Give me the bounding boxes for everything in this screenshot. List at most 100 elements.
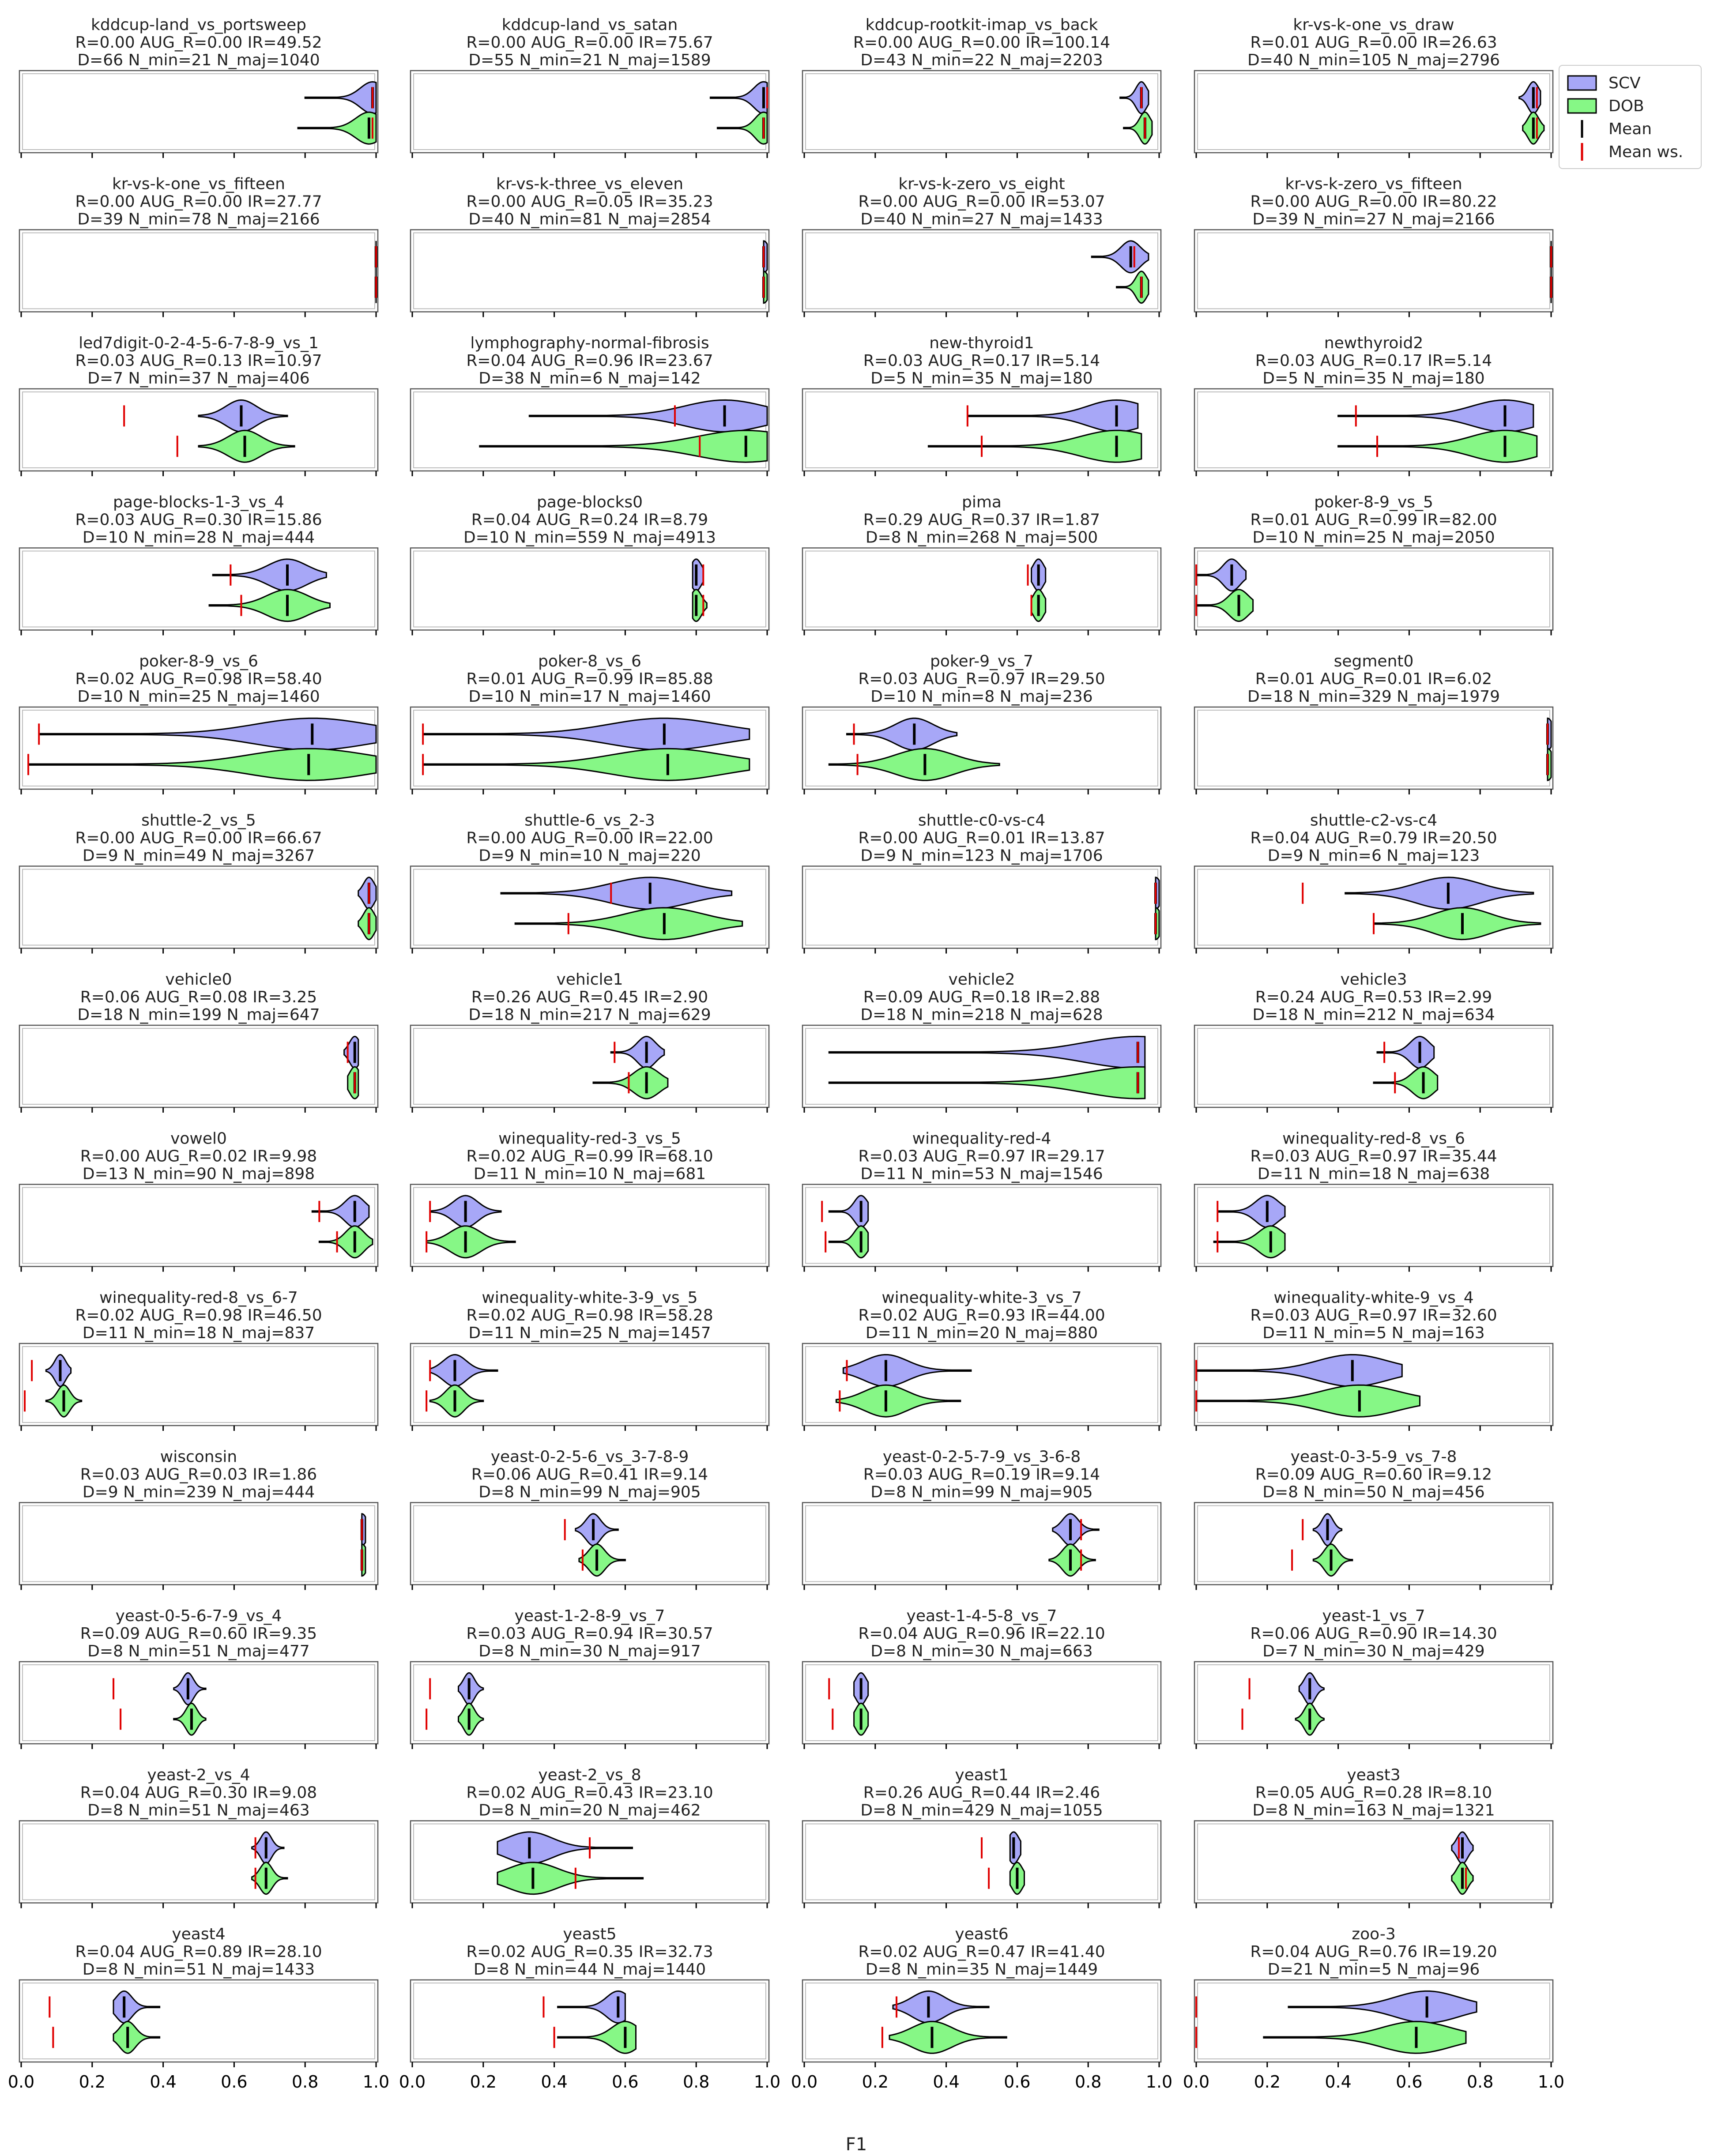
violin-scv [212, 558, 327, 592]
panel-title: vehicle1 [556, 971, 623, 989]
violin-scv [358, 877, 377, 910]
legend-label: DOB [1609, 97, 1644, 115]
x-tick-label: 0.6 [221, 2072, 247, 2092]
panel-title: shuttle-6_vs_2-3 [524, 812, 655, 830]
panel-dims: D=18 N_min=199 N_maj=647 [77, 1006, 320, 1024]
panel-inner-frame [22, 1505, 375, 1582]
panel-stats: R=0.00 AUG_R=0.00 IR=80.22 [1250, 193, 1497, 211]
panel-inner-frame [1197, 1983, 1550, 2059]
panel-dims: D=55 N_min=21 N_maj=1589 [468, 51, 711, 69]
x-tick-label: 0.0 [791, 2072, 817, 2092]
panel-frame [1194, 547, 1554, 631]
panel-title: wisconsin [160, 1448, 237, 1466]
panel-title: winequality-white-3-9_vs_5 [482, 1289, 697, 1307]
panel-inner-frame [805, 1983, 1158, 2059]
panel-inner-frame [22, 1028, 375, 1105]
panel-dims: D=8 N_min=268 N_maj=500 [866, 529, 1098, 547]
panel-frame [410, 1979, 770, 2063]
panel-title: yeast-0-2-5-7-9_vs_3-6-8 [883, 1448, 1081, 1466]
violin-scv [709, 81, 768, 114]
panel-dims: D=10 N_min=8 N_maj=236 [870, 688, 1092, 706]
panel-frame [410, 229, 770, 312]
panel-inner-frame [805, 391, 1158, 468]
panel-title: kr-vs-k-three_vs_eleven [496, 175, 683, 193]
violin-dob [716, 111, 768, 145]
panel-inner-frame [805, 710, 1158, 786]
panel-dims: D=8 N_min=99 N_maj=905 [478, 1483, 701, 1501]
violin-scv [967, 399, 1139, 433]
panel-inner-frame [413, 1505, 766, 1582]
violin-dob [927, 429, 1142, 463]
panel-inner-frame [805, 1823, 1158, 1900]
violin-dob [557, 2021, 637, 2054]
violin-dob [173, 1702, 207, 1736]
panel-inner-frame [805, 1664, 1158, 1741]
panel-title: led7digit-0-2-4-5-6-7-8-9_vs_1 [79, 334, 319, 352]
panel-dims: D=7 N_min=30 N_maj=429 [1262, 1642, 1484, 1660]
panel-winequality-red-8_vs_6: winequality-red-8_vs_6R=0.03 AUG_R=0.97 … [1194, 1130, 1554, 1272]
panel-stats: R=0.03 AUG_R=0.94 IR=30.57 [466, 1625, 713, 1643]
panel-title: kddcup-land_vs_satan [502, 16, 678, 34]
panel-title: poker-8-9_vs_5 [1314, 493, 1433, 512]
panel-inner-frame [413, 1664, 766, 1741]
violin-dob [297, 111, 377, 145]
x-tick-label: 0.4 [1325, 2072, 1351, 2092]
panel-dims: D=40 N_min=27 N_maj=1433 [860, 211, 1103, 229]
panel-inner-frame [1197, 1823, 1550, 1900]
panel-dims: D=66 N_min=21 N_maj=1040 [77, 51, 320, 69]
panel-dims: D=9 N_min=49 N_maj=3267 [83, 847, 315, 865]
panel-stats: R=0.03 AUG_R=0.97 IR=29.50 [858, 670, 1105, 688]
panel-frame [802, 706, 1162, 790]
panel-dims: D=39 N_min=78 N_maj=2166 [77, 211, 320, 229]
violin-scv [528, 399, 768, 433]
panel-frame [802, 70, 1162, 154]
panel-poker-8-9_vs_5: poker-8-9_vs_5R=0.01 AUG_R=0.99 IR=82.00… [1194, 493, 1554, 636]
panel-led7digit-0-2-4-5-6-7-8-9_vs_1: led7digit-0-2-4-5-6-7-8-9_vs_1R=0.03 AUG… [19, 334, 379, 476]
violin-dob [828, 1225, 869, 1259]
violin-dob [828, 748, 1000, 781]
panel-stats: R=0.04 AUG_R=0.96 IR=23.67 [466, 352, 713, 370]
panel-stats: R=0.03 AUG_R=0.97 IR=29.17 [858, 1148, 1105, 1166]
panel-frame [410, 1820, 770, 1904]
panel-stats: R=0.29 AUG_R=0.37 IR=1.87 [863, 511, 1100, 529]
panel-frame [1194, 1661, 1554, 1745]
panel-yeast-0-5-6-7-9_vs_4: yeast-0-5-6-7-9_vs_4R=0.09 AUG_R=0.60 IR… [19, 1607, 379, 1749]
panel-yeast-2_vs_4: yeast-2_vs_4R=0.04 AUG_R=0.30 IR=9.08D=8… [19, 1766, 379, 1908]
violin-scv [304, 81, 377, 114]
panel-inner-frame [1197, 1664, 1550, 1741]
violin-scv [1337, 399, 1534, 433]
panel-frame [802, 229, 1162, 312]
panel-frame [1194, 1184, 1554, 1267]
panel-stats: R=0.02 AUG_R=0.43 IR=23.10 [466, 1784, 713, 1802]
panel-yeast-0-2-5-7-9_vs_3-6-8: yeast-0-2-5-7-9_vs_3-6-8R=0.03 AUG_R=0.1… [802, 1448, 1162, 1590]
violin-scv [557, 1990, 626, 2024]
panel-frame [410, 547, 770, 631]
panel-title: winequality-red-8_vs_6 [1282, 1130, 1465, 1148]
x-tick-label: 0.4 [933, 2072, 959, 2092]
panel-frame [802, 547, 1162, 631]
panel-inner-frame [413, 710, 766, 786]
panel-poker-8_vs_6: poker-8_vs_6R=0.01 AUG_R=0.99 IR=85.88D=… [410, 652, 770, 794]
panel-winequality-white-9_vs_4: winequality-white-9_vs_4R=0.03 AUG_R=0.9… [1194, 1289, 1554, 1431]
violin-dob [113, 2021, 161, 2054]
panel-winequality-red-4: winequality-red-4R=0.03 AUG_R=0.97 IR=29… [802, 1130, 1162, 1272]
violin-scv [251, 1831, 285, 1865]
legend: SCV DOB Mean Mean ws. [1559, 65, 1702, 169]
panel-frame [802, 1820, 1162, 1904]
panel-title: yeast-1_vs_7 [1322, 1607, 1425, 1625]
panel-stats: R=0.26 AUG_R=0.44 IR=2.46 [863, 1784, 1100, 1802]
violin-dob [251, 1862, 288, 1895]
panel-stats: R=0.02 AUG_R=0.98 IR=58.28 [466, 1306, 713, 1324]
panel-dims: D=10 N_min=25 N_maj=2050 [1252, 529, 1495, 547]
panel-stats: R=0.03 AUG_R=0.30 IR=15.86 [75, 511, 322, 529]
panel-frame [410, 865, 770, 949]
panel-inner-frame [22, 391, 375, 468]
panel-stats: R=0.03 AUG_R=0.03 IR=1.86 [80, 1466, 317, 1484]
violin-scv [422, 717, 750, 751]
panel-stats: R=0.09 AUG_R=0.60 IR=9.35 [80, 1625, 317, 1643]
